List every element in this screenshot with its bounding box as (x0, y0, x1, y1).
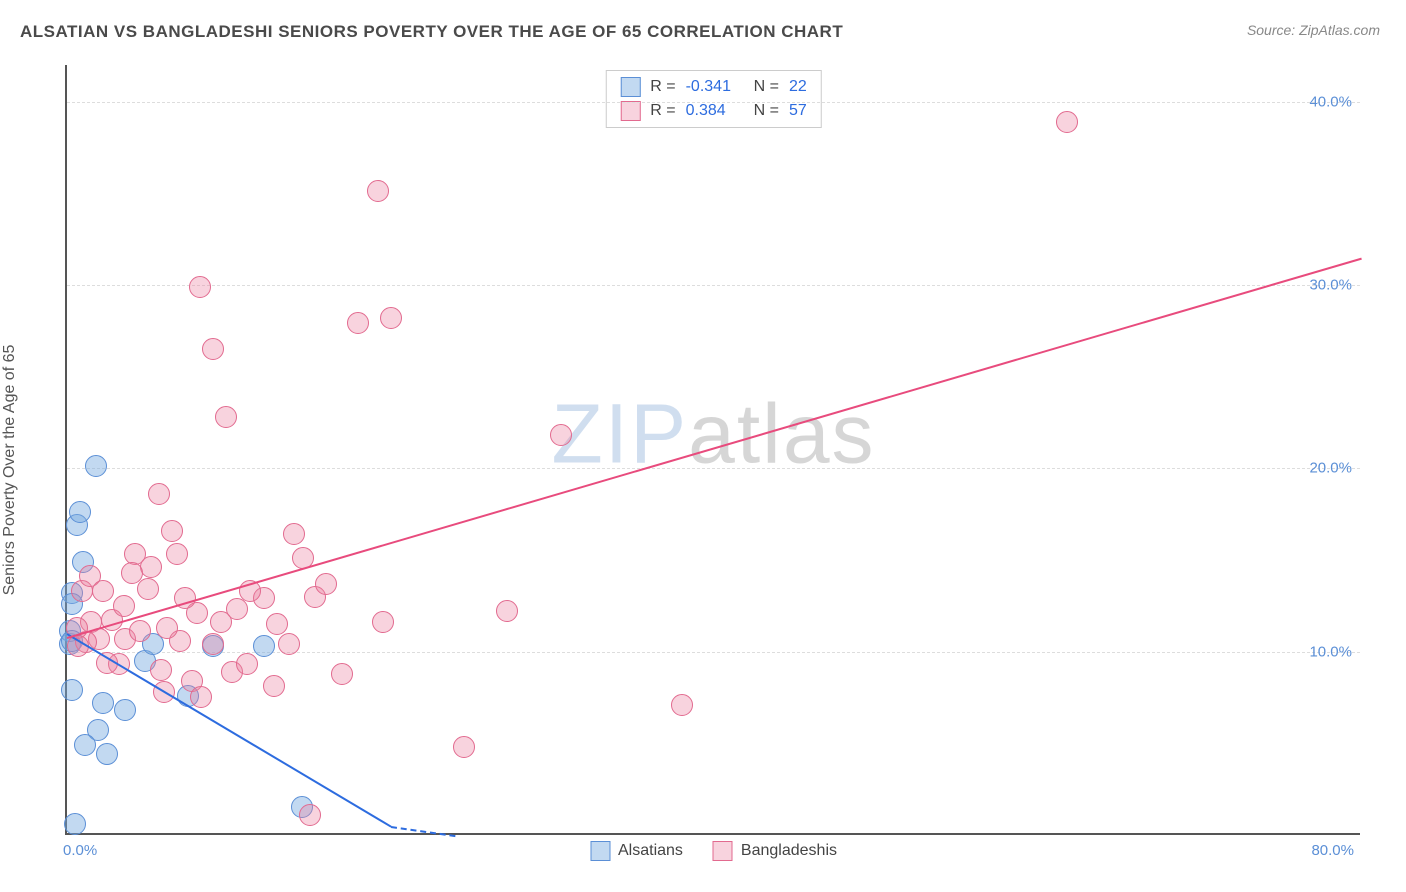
scatter-point-bangladeshis (137, 578, 159, 600)
legend-label: Bangladeshis (741, 842, 837, 860)
stat-r-label: R = (650, 78, 675, 96)
legend-item-alsatians: Alsatians (590, 841, 683, 861)
chart-container: Seniors Poverty Over the Age of 65 ZIPat… (20, 55, 1386, 885)
scatter-point-alsatians (114, 699, 136, 721)
trend-line (67, 258, 1363, 639)
scatter-point-bangladeshis (550, 424, 572, 446)
scatter-point-bangladeshis (263, 675, 285, 697)
scatter-point-bangladeshis (331, 663, 353, 685)
scatter-point-bangladeshis (156, 617, 178, 639)
y-tick-label: 10.0% (1309, 643, 1352, 660)
scatter-point-bangladeshis (372, 611, 394, 633)
stat-n-value: 22 (789, 78, 807, 96)
scatter-point-bangladeshis (113, 595, 135, 617)
scatter-point-alsatians (85, 455, 107, 477)
scatter-point-bangladeshis (140, 556, 162, 578)
scatter-point-bangladeshis (161, 520, 183, 542)
scatter-point-bangladeshis (1056, 111, 1078, 133)
y-tick-label: 40.0% (1309, 93, 1352, 110)
stat-r-value: 0.384 (686, 102, 744, 120)
scatter-point-bangladeshis (347, 312, 369, 334)
scatter-point-bangladeshis (367, 180, 389, 202)
scatter-point-bangladeshis (150, 659, 172, 681)
scatter-point-bangladeshis (121, 562, 143, 584)
scatter-point-bangladeshis (210, 611, 232, 633)
scatter-point-alsatians (61, 679, 83, 701)
x-tick-label: 80.0% (1311, 842, 1354, 859)
scatter-point-alsatians (92, 692, 114, 714)
scatter-point-alsatians (96, 743, 118, 765)
scatter-point-bangladeshis (236, 653, 258, 675)
scatter-point-bangladeshis (453, 736, 475, 758)
legend-swatch (620, 101, 640, 121)
chart-title: ALSATIAN VS BANGLADESHI SENIORS POVERTY … (20, 22, 843, 42)
trend-line-dashed (391, 826, 456, 837)
scatter-point-bangladeshis (283, 523, 305, 545)
legend-label: Alsatians (618, 842, 683, 860)
scatter-point-bangladeshis (315, 573, 337, 595)
stats-row-alsatians: R = -0.341 N = 22 (620, 75, 806, 99)
scatter-point-bangladeshis (380, 307, 402, 329)
y-axis-label: Seniors Poverty Over the Age of 65 (1, 345, 19, 596)
scatter-point-alsatians (64, 813, 86, 835)
scatter-point-alsatians (253, 635, 275, 657)
legend-swatch (620, 77, 640, 97)
gridline-h (67, 468, 1360, 469)
scatter-point-alsatians (74, 734, 96, 756)
legend-swatch (590, 841, 610, 861)
scatter-point-bangladeshis (92, 580, 114, 602)
scatter-point-bangladeshis (215, 406, 237, 428)
scatter-point-bangladeshis (278, 633, 300, 655)
y-tick-label: 20.0% (1309, 460, 1352, 477)
stat-r-label: R = (650, 102, 675, 120)
stat-r-value: -0.341 (686, 78, 744, 96)
series-legend: Alsatians Bangladeshis (590, 841, 837, 861)
scatter-point-bangladeshis (190, 686, 212, 708)
scatter-point-bangladeshis (266, 613, 288, 635)
scatter-point-bangladeshis (129, 620, 151, 642)
plot-area: ZIPatlas R =-0.341N =22R =0.384N =57 Als… (65, 65, 1360, 835)
legend-item-bangladeshis: Bangladeshis (713, 841, 837, 861)
scatter-point-bangladeshis (671, 694, 693, 716)
stat-n-value: 57 (789, 102, 807, 120)
scatter-point-bangladeshis (496, 600, 518, 622)
scatter-point-bangladeshis (166, 543, 188, 565)
stat-n-label: N = (754, 102, 779, 120)
scatter-point-bangladeshis (299, 804, 321, 826)
gridline-h (67, 102, 1360, 103)
stat-n-label: N = (754, 78, 779, 96)
legend-swatch (713, 841, 733, 861)
scatter-point-bangladeshis (202, 633, 224, 655)
source-attribution: Source: ZipAtlas.com (1247, 22, 1380, 38)
y-tick-label: 30.0% (1309, 277, 1352, 294)
scatter-point-bangladeshis (189, 276, 211, 298)
x-tick-label: 0.0% (63, 842, 97, 859)
scatter-point-alsatians (69, 501, 91, 523)
gridline-h (67, 285, 1360, 286)
scatter-point-bangladeshis (148, 483, 170, 505)
scatter-point-bangladeshis (202, 338, 224, 360)
stats-legend: R = -0.341 N = 22 R = 0.384 N = 57 (605, 70, 821, 128)
